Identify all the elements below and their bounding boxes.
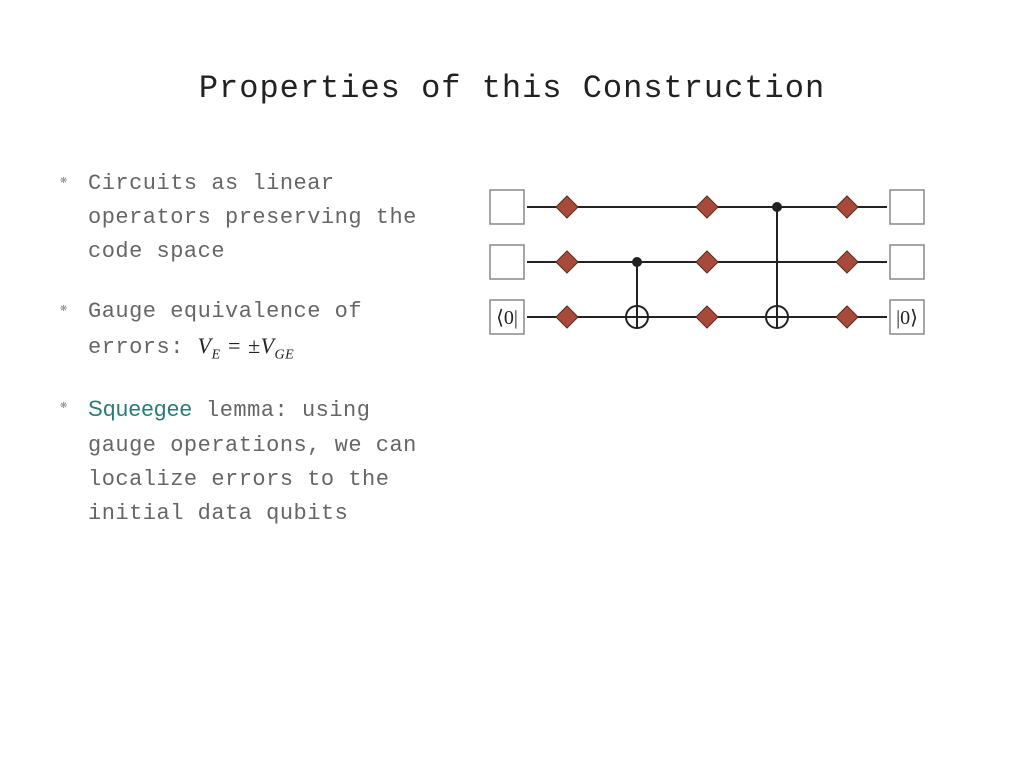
bullet-3: Squeegee lemma: using gauge operations, …	[60, 392, 440, 530]
gauge-formula: VE = ±VGE	[198, 333, 295, 358]
bullet-1: Circuits as linear operators preserving …	[60, 167, 440, 269]
squeegee-highlight: Squeegee	[88, 396, 192, 421]
content-row: Circuits as linear operators preserving …	[60, 167, 964, 557]
quantum-circuit-diagram: ⟨0| |0⟩	[467, 177, 957, 357]
slide-title: Properties of this Construction	[60, 70, 964, 107]
svg-text:|0⟩: |0⟩	[896, 307, 918, 329]
bullet-column: Circuits as linear operators preserving …	[60, 167, 440, 557]
diagram-column: ⟨0| |0⟩	[460, 167, 964, 557]
svg-text:⟨0|: ⟨0|	[496, 307, 518, 329]
bullet-2: Gauge equivalence of errors: VE = ±VGE	[60, 295, 440, 366]
